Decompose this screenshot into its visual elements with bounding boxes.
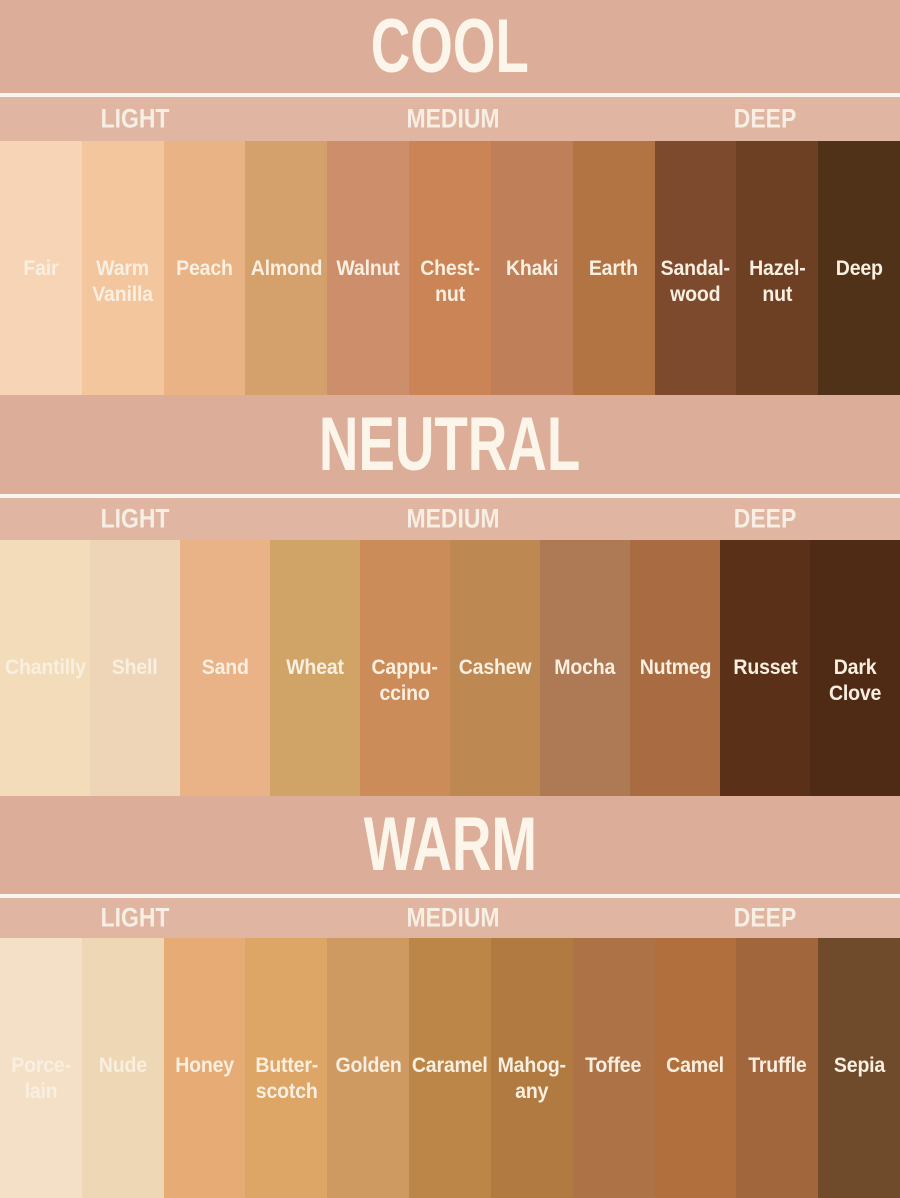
- swatch-label: Mahog- any: [497, 1054, 566, 1103]
- swatch-label: Sand: [201, 656, 249, 679]
- swatch-row-neutral: Chantilly Shell Sand Wheat Cappu- ccino Cashe…: [0, 540, 900, 796]
- swatch-label: Walnut: [336, 257, 400, 280]
- section-cool: COOL LIGHT MEDIUM DEEP Fair Warm Vanilla P…: [0, 0, 900, 395]
- swatch-label: Fair: [23, 257, 59, 280]
- swatch-label: Almond: [250, 257, 323, 280]
- divider-line: [0, 894, 900, 898]
- depth-labels-cool: LIGHT MEDIUM DEEP: [0, 97, 900, 141]
- swatch: Peach: [163, 141, 246, 395]
- section-warm: WARM LIGHT MEDIUM DEEP Porce- lain Nude Ho…: [0, 796, 900, 1198]
- swatch: Nude: [81, 938, 164, 1198]
- swatch-label: Mocha: [554, 656, 616, 679]
- swatch-label: Deep: [835, 257, 883, 280]
- swatch-row-warm: Porce- lain Nude Honey Butter- scotch Golden…: [0, 938, 900, 1198]
- swatch: Honey: [163, 938, 246, 1198]
- swatch: Toffee: [572, 938, 655, 1198]
- depth-labels-neutral: LIGHT MEDIUM DEEP: [0, 498, 900, 540]
- section-title-neutral: NEUTRAL: [319, 401, 581, 487]
- swatch-label: Camel: [666, 1054, 725, 1077]
- tone-label-light: LIGHT: [100, 902, 170, 933]
- swatch: Mocha: [540, 540, 630, 796]
- tone-label-deep: DEEP: [733, 103, 797, 134]
- swatch: Fair: [0, 141, 82, 395]
- section-title-cool: COOL: [370, 3, 530, 89]
- swatch-label: Chantilly: [4, 656, 86, 679]
- swatch: Cashew: [450, 540, 540, 796]
- swatch: Caramel: [409, 938, 491, 1198]
- tone-label-light: LIGHT: [100, 103, 170, 134]
- swatch: Almond: [245, 141, 328, 395]
- swatch: Dark Clove: [810, 540, 900, 796]
- swatch: Sandal- wood: [654, 141, 737, 395]
- swatch-label: Russet: [732, 656, 797, 679]
- swatch: Deep: [818, 141, 900, 395]
- section-header-cool: COOL: [0, 0, 900, 93]
- swatch-label: Honey: [175, 1054, 234, 1077]
- swatch-label: Peach: [176, 257, 233, 280]
- swatch-label: Truffle: [748, 1054, 807, 1077]
- section-neutral: NEUTRAL LIGHT MEDIUM DEEP Chantilly Shell…: [0, 395, 900, 796]
- swatch-label: Sepia: [833, 1054, 885, 1077]
- swatch-label: Khaki: [505, 257, 558, 280]
- swatch: Sand: [180, 540, 270, 796]
- swatch-label: Earth: [589, 257, 639, 280]
- swatch: Sepia: [818, 938, 900, 1198]
- swatch: Truffle: [736, 938, 819, 1198]
- swatch: Cappu- ccino: [360, 540, 450, 796]
- swatch-label: Butter- scotch: [254, 1054, 318, 1103]
- swatch: Nutmeg: [630, 540, 720, 796]
- swatch-label: Golden: [335, 1054, 402, 1077]
- section-title-warm: WARM: [363, 802, 537, 887]
- section-header-warm: WARM: [0, 796, 900, 894]
- swatch: Chantilly: [0, 540, 90, 796]
- swatch: Camel: [654, 938, 737, 1198]
- tone-label-medium: MEDIUM: [406, 503, 500, 534]
- swatch: Shell: [90, 540, 180, 796]
- swatch-label: Chest- nut: [420, 257, 480, 306]
- depth-labels-warm: LIGHT MEDIUM DEEP: [0, 898, 900, 938]
- swatch: Warm Vanilla: [81, 141, 164, 395]
- swatch: Wheat: [270, 540, 360, 796]
- swatch-label: Wheat: [286, 656, 344, 679]
- tone-label-deep: DEEP: [733, 503, 797, 534]
- swatch: Russet: [720, 540, 810, 796]
- swatch-label: Warm Vanilla: [92, 257, 154, 306]
- swatch-label: Dark Clove: [828, 656, 882, 705]
- swatch: Walnut: [327, 141, 410, 395]
- swatch-label: Cappu- ccino: [371, 656, 439, 705]
- swatch-label: Sandal- wood: [660, 257, 731, 306]
- swatch: Butter- scotch: [245, 938, 328, 1198]
- swatch: Mahog- any: [490, 938, 573, 1198]
- swatch-label: Nutmeg: [639, 656, 711, 679]
- swatch: Hazel- nut: [736, 141, 819, 395]
- swatch-label: Shell: [112, 656, 158, 679]
- tone-label-medium: MEDIUM: [406, 103, 500, 134]
- swatch: Earth: [572, 141, 655, 395]
- tone-label-medium: MEDIUM: [406, 902, 500, 933]
- swatch-label: Nude: [98, 1054, 147, 1077]
- swatch-label: Caramel: [412, 1054, 488, 1077]
- swatch-label: Toffee: [585, 1054, 642, 1077]
- swatch: Khaki: [490, 141, 573, 395]
- divider-line: [0, 93, 900, 97]
- swatch: Chest- nut: [409, 141, 491, 395]
- swatch-row-cool: Fair Warm Vanilla Peach Almond Walnut Chest- …: [0, 141, 900, 395]
- tone-label-deep: DEEP: [733, 902, 797, 933]
- section-header-neutral: NEUTRAL: [0, 395, 900, 494]
- swatch: Porce- lain: [0, 938, 82, 1198]
- swatch-label: Porce- lain: [11, 1054, 71, 1103]
- swatch: Golden: [327, 938, 410, 1198]
- swatch-label: Hazel- nut: [749, 257, 806, 306]
- divider-line: [0, 494, 900, 498]
- tone-label-light: LIGHT: [100, 503, 170, 534]
- swatch-label: Cashew: [458, 656, 532, 679]
